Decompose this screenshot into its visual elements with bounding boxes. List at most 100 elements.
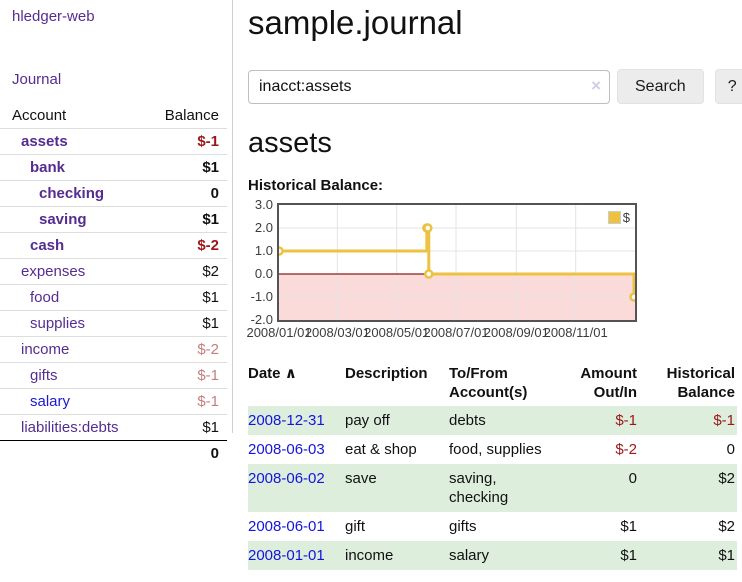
transaction-description: pay off xyxy=(345,412,390,429)
legend-label: $ xyxy=(622,210,630,225)
account-balance: $-1 xyxy=(139,362,227,389)
chart-svg xyxy=(274,205,639,320)
account-row: bank $1 xyxy=(0,154,227,181)
help-button[interactable]: ? xyxy=(714,69,742,104)
account-row: cash $-2 xyxy=(0,232,227,259)
legend-swatch-icon xyxy=(607,211,621,224)
transaction-amount: $1 xyxy=(620,518,637,535)
transaction-accounts: food, supplies xyxy=(449,441,542,458)
transaction-amount: $-2 xyxy=(615,441,637,458)
transaction-accounts: gifts xyxy=(449,518,477,535)
y-axis-label: -2.0 xyxy=(250,312,273,327)
transaction-date-link[interactable]: 2008-06-02 xyxy=(248,470,325,487)
account-balance: $2 xyxy=(139,258,227,285)
sidebar: hledger-web Journal Account Balance asse… xyxy=(0,0,233,466)
account-link[interactable]: income xyxy=(21,341,70,358)
account-link[interactable]: bank xyxy=(30,159,66,176)
transaction-description: income xyxy=(345,547,394,564)
account-row: income $-2 xyxy=(0,336,227,363)
register-row: 2008-06-01 gift gifts $1 $2 xyxy=(248,512,737,541)
main-content: sample.journal × Search ? assets Histori… xyxy=(246,0,742,570)
amount-column-header: Amount Out/In xyxy=(580,365,637,401)
account-link[interactable]: supplies xyxy=(30,315,86,332)
transaction-balance: $2 xyxy=(718,518,735,535)
account-balance: $-1 xyxy=(139,128,227,155)
transaction-amount: $-1 xyxy=(615,412,637,429)
account-link[interactable]: gifts xyxy=(30,367,58,384)
account-balance: $-2 xyxy=(139,336,227,363)
search-input[interactable] xyxy=(248,69,610,104)
account-row: saving $1 xyxy=(0,206,227,233)
account-balance: $1 xyxy=(139,310,227,337)
historical-column-header: Historical Balance xyxy=(666,365,735,401)
page-title: sample.journal xyxy=(248,4,463,41)
account-link[interactable]: checking xyxy=(39,185,105,202)
tofrom-column-header: To/From Account(s) xyxy=(449,365,528,401)
transaction-date-link[interactable]: 2008-06-03 xyxy=(248,441,325,458)
x-axis-label: 2008/07/01 xyxy=(423,325,489,340)
search-button[interactable]: Search xyxy=(617,69,704,104)
register-table: Date ∧ Description To/From Account(s) Am… xyxy=(248,361,737,570)
account-link[interactable]: expenses xyxy=(21,263,86,280)
x-axis-label: 2008/03/01 xyxy=(304,325,370,340)
accounts-table: Account Balance assets $-1 bank $1 checking 0… xyxy=(0,103,227,466)
x-axis-label: 2008/05/01 xyxy=(364,325,430,340)
account-link[interactable]: assets xyxy=(21,133,68,150)
transaction-balance: $2 xyxy=(718,470,735,487)
x-axis-label: 2008/09/01 xyxy=(483,325,549,340)
account-row: expenses $2 xyxy=(0,258,227,285)
accounts-column-header: Account xyxy=(12,107,67,124)
historical-balance-chart: $ 3.0 2.0 1.0 0.0 -1.0 -2.0 2008/01/01 2008/03/… xyxy=(246,197,737,347)
transaction-accounts: debts xyxy=(449,412,486,429)
accounts-total: 0 xyxy=(139,440,227,466)
clear-search-icon[interactable]: × xyxy=(591,75,601,95)
transaction-date-link[interactable]: 2008-12-31 xyxy=(248,412,325,429)
account-row: gifts $-1 xyxy=(0,362,227,389)
account-link[interactable]: cash xyxy=(30,237,65,254)
transaction-date-link[interactable]: 2008-01-01 xyxy=(248,547,325,564)
account-row: supplies $1 xyxy=(0,310,227,337)
transaction-description: eat & shop xyxy=(345,441,417,458)
account-balance: $1 xyxy=(139,414,227,441)
transaction-description: gift xyxy=(345,518,366,535)
account-balance: $-1 xyxy=(139,388,227,415)
account-link[interactable]: food xyxy=(30,289,60,306)
account-heading: assets xyxy=(248,127,332,159)
account-link[interactable]: liabilities:debts xyxy=(21,419,119,436)
transaction-balance: $1 xyxy=(718,547,735,564)
register-row: 2008-06-02 save saving, checking 0 $2 xyxy=(248,464,737,512)
account-row: checking 0 xyxy=(0,180,227,207)
account-balance: 0 xyxy=(139,180,227,207)
transaction-balance: 0 xyxy=(726,441,735,458)
transaction-amount: $1 xyxy=(620,547,637,564)
account-link[interactable]: saving xyxy=(39,211,87,228)
transaction-date-link[interactable]: 2008-06-01 xyxy=(248,518,325,535)
chart-title: Historical Balance: xyxy=(248,177,384,194)
account-balance: $-2 xyxy=(139,232,227,259)
register-row: 2008-06-03 eat & shop food, supplies $-2 0 xyxy=(248,435,737,464)
accounts-total-row: 0 xyxy=(0,440,227,466)
account-row: salary $-1 xyxy=(0,388,227,415)
description-column-header: Description xyxy=(345,365,428,382)
account-row: food $1 xyxy=(0,284,227,311)
account-row: assets $-1 xyxy=(0,128,227,155)
transaction-amount: 0 xyxy=(628,470,637,487)
transaction-balance: $-1 xyxy=(713,412,735,429)
transaction-description: save xyxy=(345,470,377,487)
account-balance: $1 xyxy=(139,154,227,181)
sort-asc-icon: ∧ xyxy=(284,365,297,382)
y-axis-label: -1.0 xyxy=(250,289,273,304)
account-row: liabilities:debts $1 xyxy=(0,414,227,441)
chart-legend: $ xyxy=(607,210,630,225)
y-axis-label: 0.0 xyxy=(254,266,273,281)
app-title-link[interactable]: hledger-web xyxy=(12,8,95,25)
y-axis-label: 3.0 xyxy=(254,197,273,212)
register-row: 2008-12-31 pay off debts $-1 $-1 xyxy=(248,406,737,435)
date-column-header[interactable]: Date ∧ xyxy=(248,365,297,382)
sidebar-item-journal[interactable]: Journal xyxy=(12,71,62,88)
transaction-accounts: saving, checking xyxy=(449,470,509,506)
account-balance: $1 xyxy=(139,284,227,311)
account-link[interactable]: salary xyxy=(30,393,71,410)
transaction-accounts: salary xyxy=(449,547,490,564)
register-row: 2008-01-01 income salary $1 $1 xyxy=(248,541,737,570)
